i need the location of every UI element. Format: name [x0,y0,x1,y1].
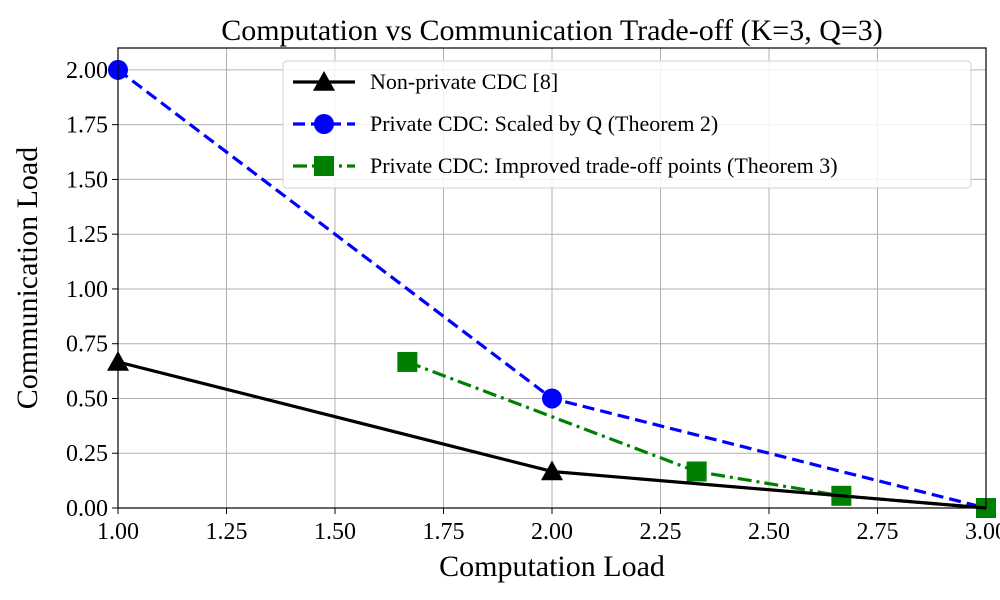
legend-entry: Private CDC: Scaled by Q (Theorem 2) [293,111,718,136]
y-tick-label: 0.50 [66,386,108,412]
data-point [542,388,562,409]
legend-label: Private CDC: Improved trade-off points (… [370,153,838,178]
x-tick-label: 1.50 [314,519,356,545]
y-tick-label: 1.50 [66,167,108,193]
x-tick-label: 2.50 [748,519,790,545]
tick-labels: 1.00 1.25 1.50 1.75 2.00 2.25 2.50 2.75 3.00 0.00… [66,58,1000,545]
legend-label: Non-private CDC [8] [370,69,558,94]
chart-title: Computation vs Communication Trade-off (… [221,14,883,47]
x-tick-label: 1.25 [206,519,248,545]
series-line [406,360,987,510]
data-point [686,461,707,482]
legend-marker [313,71,335,91]
legend-label: Private CDC: Scaled by Q (Theorem 2) [370,111,718,136]
legend: Non-private CDC [8] Private CDC: Scaled b… [282,60,972,189]
legend-box [282,60,972,189]
y-tick-label: 1.00 [66,277,108,303]
legend-marker [314,156,334,176]
y-tick-label: 0.25 [66,441,108,467]
plot-frame [117,47,987,509]
data-point [541,460,563,481]
legend-entry: Private CDC: Improved trade-off points (… [293,153,838,178]
series-layer [107,59,996,518]
y-tick-label: 1.75 [66,113,108,139]
x-tick-label: 2.75 [857,519,899,545]
x-axis-label: Computation Load [439,550,665,583]
legend-marker [314,114,334,134]
y-tick-label: 1.25 [66,222,108,248]
x-tick-label: 2.25 [640,519,682,545]
series-1 [107,350,987,510]
y-axis-label: Communication Load [11,147,44,409]
x-tick-label: 1.75 [423,519,465,545]
data-point [397,351,418,372]
y-tick-label: 0.00 [66,496,108,522]
y-tick-label: 0.75 [66,332,108,358]
x-tick-label: 3.00 [965,519,1000,545]
x-tick-label: 2.00 [531,519,573,545]
y-tick-label: 2.00 [66,58,108,84]
x-tick-label: 1.00 [97,519,139,545]
legend-entry: Non-private CDC [8] [293,69,558,94]
